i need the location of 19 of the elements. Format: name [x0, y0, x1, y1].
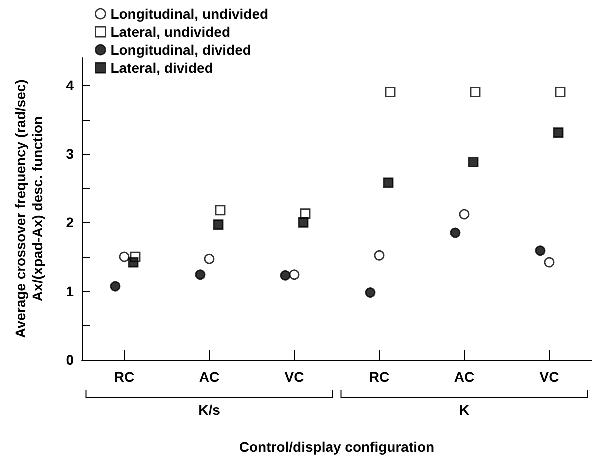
y-tick-label: 3 — [66, 146, 74, 162]
text: K/s — [198, 402, 221, 418]
x-tick-label: AC — [199, 369, 220, 385]
y-axis-title: Average crossover frequency (rad/sec) Ax/(xpad-Ax) desc. function — [12, 80, 46, 338]
y-tick-label: 4 — [66, 77, 74, 94]
text: K — [459, 402, 470, 418]
y-tick-label: 0 — [66, 352, 74, 368]
x-tick-label: AC — [454, 369, 475, 385]
legend-label: Lateral, undivided — [110, 24, 231, 40]
legend-label: Longitudinal, divided — [110, 42, 252, 58]
legend-label: Lateral, divided — [110, 60, 214, 76]
legend-label: Longitudinal, undivided — [110, 6, 269, 22]
x-tick-label: RC — [369, 369, 390, 385]
x-axis-title: Control/display configuration — [239, 439, 435, 455]
x-tick-label: RC — [114, 369, 135, 385]
x-tick-label: VC — [540, 369, 560, 385]
x-tick-label: VC — [284, 369, 304, 385]
y-tick-label: 2 — [66, 214, 74, 231]
y-tick-label: 1 — [66, 283, 74, 300]
